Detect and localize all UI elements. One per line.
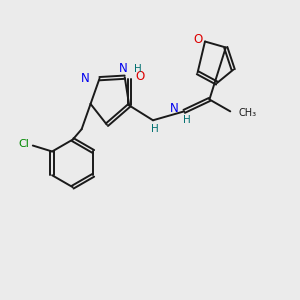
Text: H: H: [183, 115, 190, 125]
Text: H: H: [151, 124, 158, 134]
Text: H: H: [134, 64, 141, 74]
Text: O: O: [136, 70, 145, 83]
Text: N: N: [170, 102, 179, 115]
Text: O: O: [194, 33, 203, 46]
Text: Cl: Cl: [18, 139, 29, 149]
Text: N: N: [81, 72, 90, 85]
Text: CH₃: CH₃: [238, 108, 257, 118]
Text: N: N: [119, 62, 128, 75]
